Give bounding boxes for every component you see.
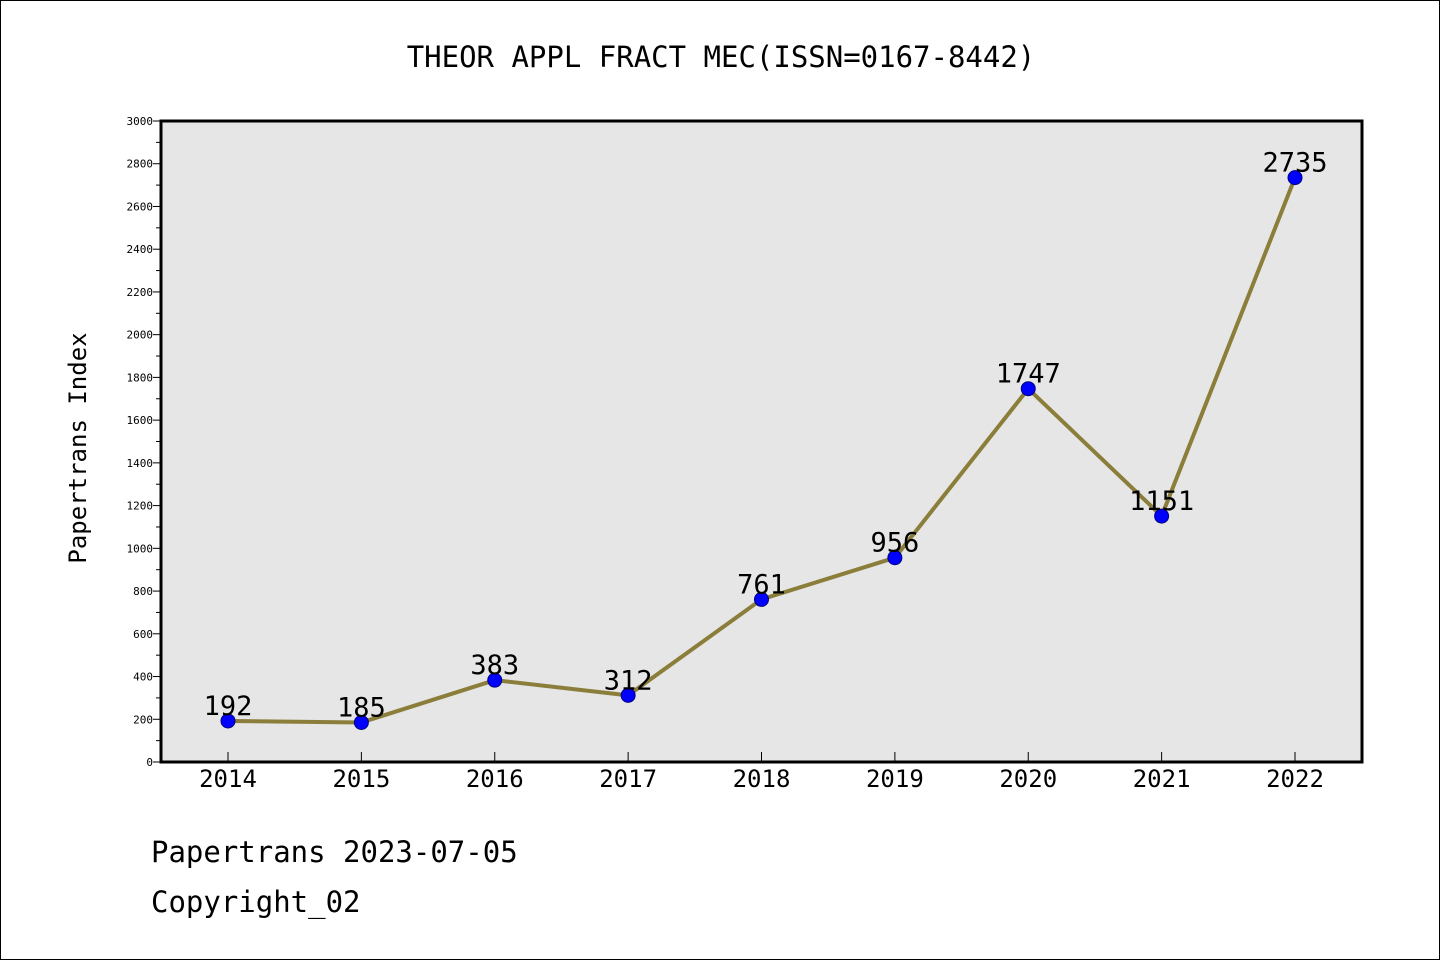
data-point-marker <box>754 591 769 607</box>
x-tick-label: 2020 <box>999 765 1057 793</box>
y-tick-label: 2800 <box>127 158 154 171</box>
y-tick-label: 800 <box>133 585 153 598</box>
data-labels: 192 185 383 312 761 956 1747 1151 2735 <box>204 148 1328 724</box>
y-axis-ticks: 0 200 400 600 800 1000 1200 1400 1600 1800 2000 220… <box>127 115 161 769</box>
plot-border <box>159 119 1364 764</box>
x-tick-label: 2022 <box>1266 765 1324 793</box>
y-tick-label: 200 <box>133 713 153 726</box>
x-axis-ticks: 2014 2015 2016 2017 2018 2019 2020 2021 2022 <box>199 752 1324 793</box>
y-tick-label: 2200 <box>127 286 154 299</box>
data-label: 761 <box>737 569 786 600</box>
data-point-marker <box>353 714 369 730</box>
y-tick-label: 2600 <box>127 200 154 213</box>
y-tick-label: 1200 <box>127 500 154 513</box>
data-label: 1747 <box>996 359 1061 390</box>
data-point-marker <box>1154 508 1170 524</box>
y-tick-label: 600 <box>133 628 153 641</box>
x-tick-label: 2016 <box>466 765 524 793</box>
data-point-marker <box>1020 381 1036 397</box>
data-point-marker <box>220 713 236 729</box>
y-tick-label: 1000 <box>127 542 154 555</box>
data-point-marker <box>487 672 503 688</box>
y-tick-label: 1800 <box>127 371 154 384</box>
footer-copyright-text: Copyright_02 <box>151 885 361 919</box>
data-label: 312 <box>604 665 653 696</box>
x-tick-label: 2021 <box>1133 765 1191 793</box>
y-tick-label: 2400 <box>127 243 154 256</box>
data-label: 192 <box>204 691 253 722</box>
y-tick-label: 400 <box>133 671 153 684</box>
data-label: 1151 <box>1129 486 1194 517</box>
y-tick-label: 0 <box>146 756 153 769</box>
data-points <box>220 170 1303 730</box>
y-tick-label: 2000 <box>127 329 154 342</box>
footer-date-text: Papertrans 2023-07-05 <box>151 835 518 869</box>
y-tick-label: 1600 <box>127 414 154 427</box>
data-point-marker <box>1287 170 1303 186</box>
x-tick-label: 2014 <box>199 765 257 793</box>
data-label: 383 <box>470 650 519 681</box>
x-tick-label: 2017 <box>599 765 657 793</box>
y-tick-label: 1400 <box>127 457 154 470</box>
y-tick-label: 3000 <box>127 115 154 128</box>
data-label: 185 <box>337 692 386 723</box>
y-axis-label: Papertrans Index <box>64 332 92 563</box>
data-label: 956 <box>870 528 919 559</box>
x-tick-label: 2018 <box>733 765 791 793</box>
data-point-marker <box>887 550 903 566</box>
x-tick-label: 2015 <box>332 765 390 793</box>
data-label: 2735 <box>1262 148 1327 179</box>
data-point-marker <box>620 687 636 703</box>
x-tick-label: 2019 <box>866 765 924 793</box>
plot-area <box>161 121 1362 762</box>
chart-title: THEOR APPL FRACT MEC(ISSN=0167-8442) <box>407 40 1036 74</box>
